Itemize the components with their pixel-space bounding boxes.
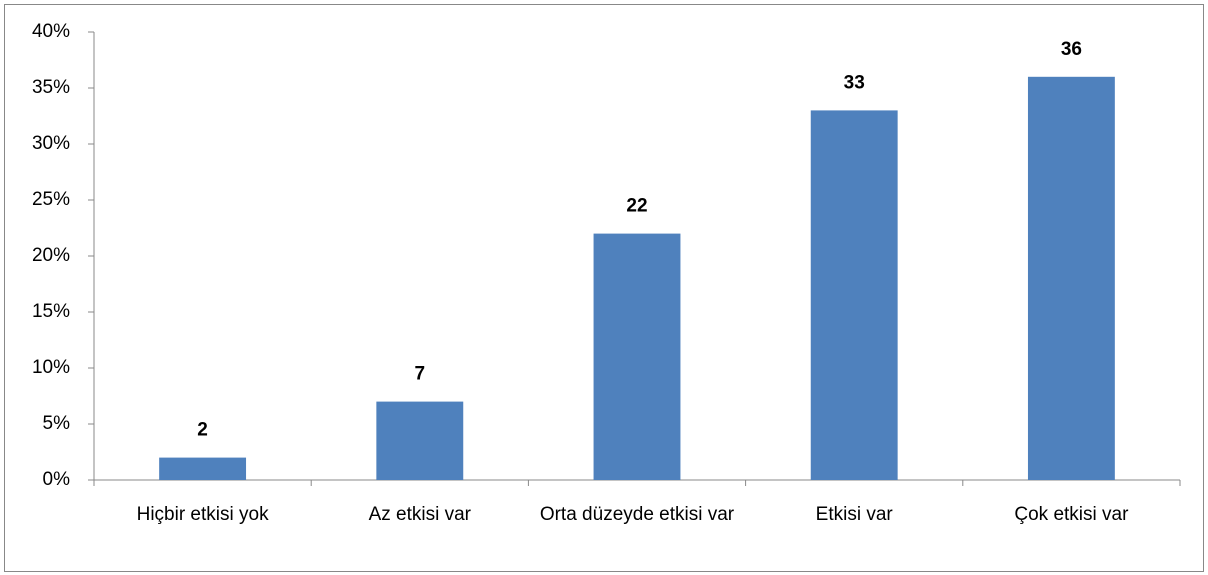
y-tick-label: 10%	[32, 357, 70, 378]
x-tick-label: Çok etkisi var	[1014, 504, 1129, 525]
y-tick-label: 5%	[43, 413, 71, 434]
x-tick-label: Etkisi var	[815, 504, 893, 525]
x-tick-label-box: Etkisi var	[815, 504, 893, 525]
x-tick-label: Hiçbir etkisi yok	[136, 504, 269, 525]
data-label: 22	[626, 196, 647, 217]
bar	[159, 457, 247, 480]
bar	[1027, 76, 1115, 481]
x-tick-label: Az etkisi var	[368, 504, 471, 525]
y-tick-label: 20%	[32, 245, 70, 266]
y-tick-label: 30%	[32, 133, 70, 154]
bar	[376, 401, 464, 480]
x-tick-label: Orta düzeyde etkisi var	[539, 504, 735, 525]
y-tick-label: 15%	[32, 301, 70, 322]
x-tick-label-box: Hiçbir etkisi yok	[136, 504, 269, 525]
x-tick-label-box: Orta düzeyde etkisi var	[539, 504, 735, 525]
data-label: 7	[415, 364, 426, 385]
bar	[810, 110, 898, 481]
data-label: 36	[1061, 39, 1082, 60]
data-label: 2	[197, 420, 208, 441]
x-tick-label-box: Çok etkisi var	[1014, 504, 1129, 525]
data-label: 33	[844, 72, 865, 93]
y-tick-label: 0%	[43, 469, 71, 490]
y-tick-label: 35%	[32, 77, 70, 98]
y-tick-label: 40%	[32, 21, 70, 42]
bar	[593, 233, 681, 480]
y-tick-label: 25%	[32, 189, 70, 210]
x-tick-label-box: Az etkisi var	[368, 504, 471, 525]
